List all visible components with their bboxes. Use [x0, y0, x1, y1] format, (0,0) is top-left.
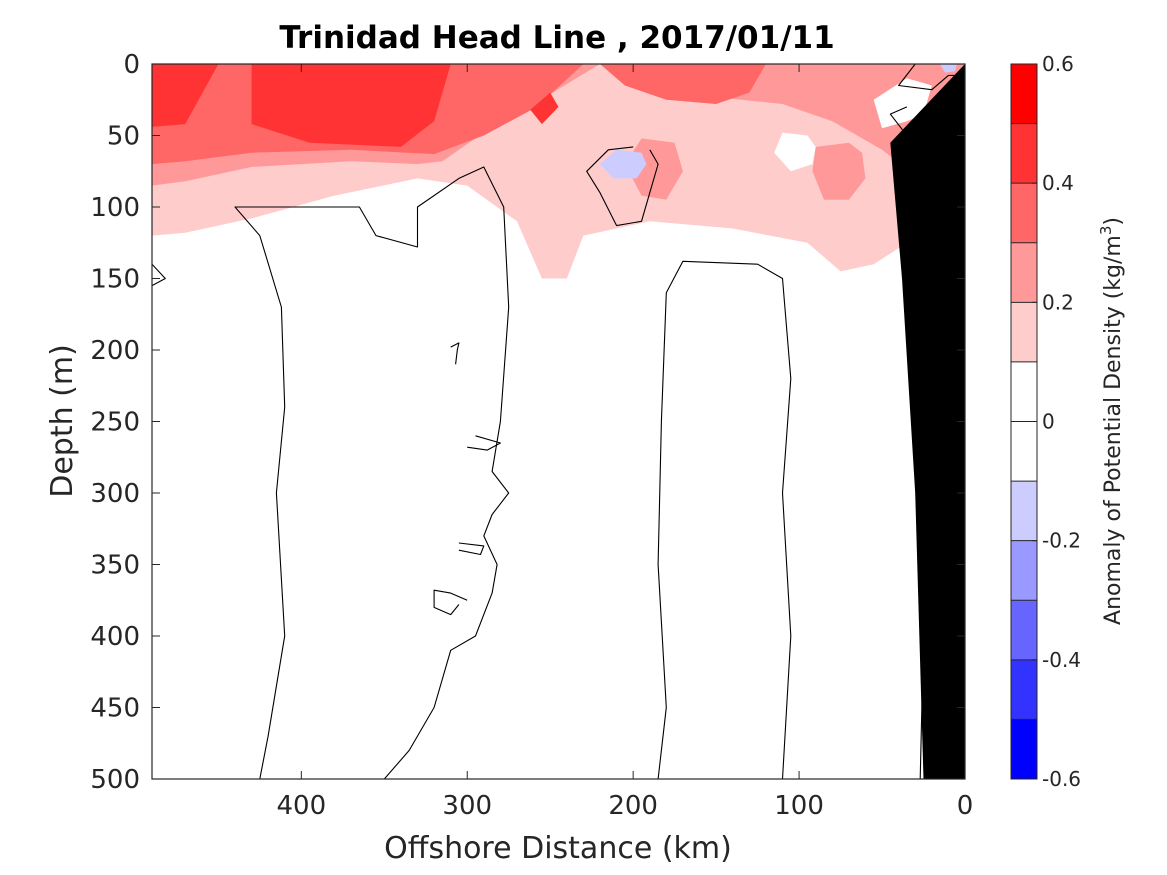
contour-line-2 [586, 146, 659, 227]
contour-line-0 [234, 166, 510, 779]
colorbar-segment [1011, 719, 1037, 779]
x-axis: 400 300 200 100 0 [277, 64, 974, 821]
colorbar-label-sup: 3 [1097, 226, 1115, 236]
colorbar-tick-label: -0.4 [1042, 648, 1081, 672]
y-tick-label: 450 [90, 694, 140, 724]
y-tick-label: 150 [90, 265, 140, 295]
density-region-8 [251, 64, 451, 147]
y-tick-label: 250 [90, 408, 140, 438]
y-tick-label: 500 [90, 765, 140, 795]
y-axis-label: Depth (m) [45, 344, 80, 498]
density-region-9 [152, 64, 219, 127]
colorbar-label-main: Anomaly of Potential Density (kg/m [1101, 235, 1126, 625]
bathymetry-polygon [890, 64, 965, 779]
y-tick-label: 400 [90, 622, 140, 652]
colorbar-segment [1011, 361, 1037, 422]
colorbar-segment [1011, 64, 1037, 124]
colorbar-segment [1011, 123, 1037, 184]
contour-line-5 [458, 542, 485, 556]
density-region-6 [600, 64, 766, 104]
colorbar-segment [1011, 421, 1037, 482]
x-tick-label: 200 [608, 791, 658, 821]
density-region-16 [940, 64, 957, 73]
contour-line-1 [657, 260, 792, 779]
colorbar-segment [1011, 540, 1037, 601]
colorbar-segment [1011, 659, 1037, 720]
colorbar-tick-label: 0.2 [1042, 290, 1074, 314]
x-tick-label: 100 [774, 791, 824, 821]
colorbar-tick-label: 0.4 [1042, 171, 1074, 195]
density-region-13 [774, 132, 816, 172]
colorbar-label: Anomaly of Potential Density (kg/m3) [1097, 217, 1126, 625]
y-tick-label: 200 [90, 336, 140, 366]
colorbar-tick-label: 0 [1042, 410, 1055, 434]
contour-line-6 [467, 435, 501, 451]
x-axis-label: Offshore Distance (km) [384, 831, 732, 866]
bathymetry-mask [890, 64, 965, 779]
x-tick-label: 400 [277, 791, 327, 821]
y-axis: 0 50 100 150 200 250 300 350 400 450 500 [90, 50, 965, 795]
colorbar-segment [1011, 242, 1037, 303]
contour-line-8 [450, 342, 460, 365]
colorbar-segment [1011, 183, 1037, 243]
colorbar-label-close: ) [1101, 217, 1126, 226]
colorbar-tick-label: -0.2 [1042, 529, 1081, 553]
colorbar-segment [1011, 481, 1037, 541]
contour-line-10 [898, 64, 965, 91]
y-tick-label: 300 [90, 479, 140, 509]
density-region-4 [812, 142, 866, 200]
x-tick-label: 300 [442, 791, 492, 821]
contour-line-7 [433, 589, 468, 616]
colorbar-ticks: 0.6 0.4 0.2 0 -0.2 -0.4 -0.6 [1032, 52, 1081, 791]
x-tick-label: 0 [957, 791, 974, 821]
y-tick-label: 100 [90, 193, 140, 223]
colorbar-segment [1011, 600, 1037, 660]
density-region-15 [600, 149, 647, 179]
colorbar-tick-label: -0.6 [1042, 767, 1081, 791]
y-tick-label: 50 [107, 122, 140, 152]
colorbar-tick-label: 0.6 [1042, 52, 1074, 76]
contour-line-4 [152, 263, 166, 287]
y-tick-label: 0 [123, 50, 140, 80]
chart-title: Trinidad Head Line , 2017/01/11 [279, 20, 834, 56]
colorbar [1011, 63, 1037, 780]
colorbar-segment [1011, 302, 1037, 362]
y-tick-label: 350 [90, 551, 140, 581]
density-region-10 [530, 92, 559, 125]
